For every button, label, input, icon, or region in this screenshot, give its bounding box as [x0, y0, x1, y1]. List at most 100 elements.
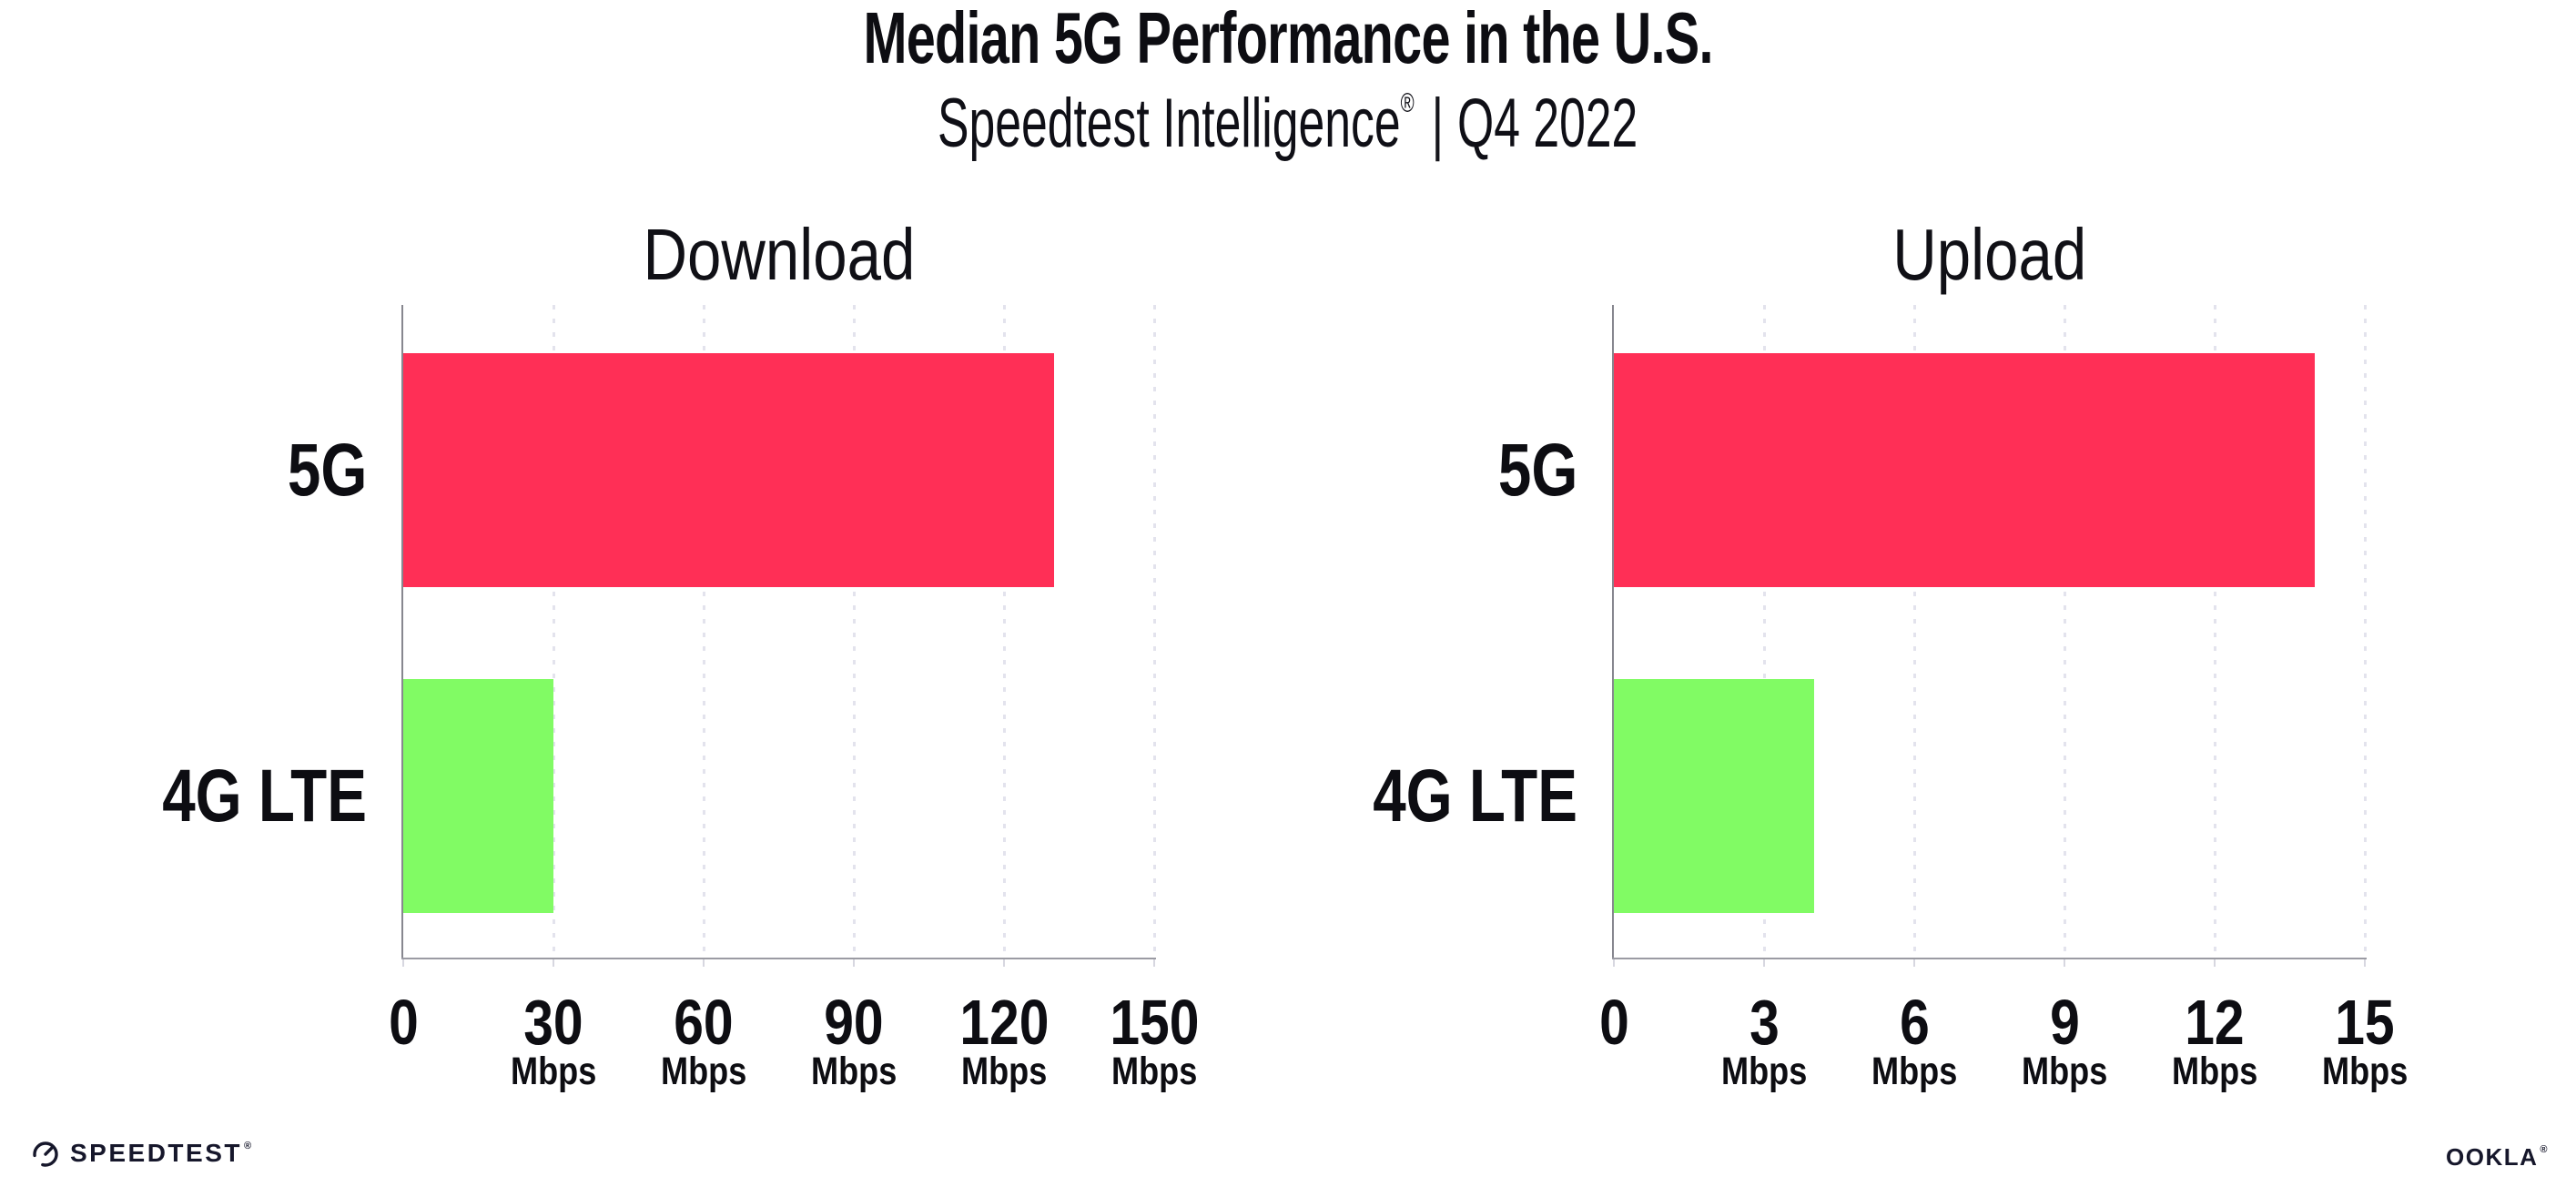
x-tick-value: 12 — [2185, 987, 2245, 1058]
x-tick-label: 150 — [1063, 990, 1245, 1054]
axis-tick — [553, 958, 554, 967]
ookla-logo: OOKLA ® — [2446, 1143, 2549, 1171]
gridline — [2214, 305, 2216, 959]
download-chart: Download 0 30 Mbps 60 Mbps 90 Mbps 120 Mbps 150 Mbp… — [162, 218, 1199, 1091]
category-label: 4G LTE — [3, 679, 367, 913]
gridline — [1763, 305, 1766, 959]
y-axis-spine — [1612, 305, 1614, 959]
category-label-text: 4G LTE — [162, 754, 367, 837]
subtitle-brand: Speedtest Intelligence — [938, 85, 1401, 162]
x-tick-unit-text: Mbps — [960, 1050, 1048, 1093]
gridline — [1003, 305, 1006, 959]
x-tick-unit-text: Mbps — [810, 1050, 898, 1093]
x-axis-line — [401, 958, 1156, 959]
x-tick-unit: Mbps — [613, 1052, 795, 1091]
bar-5g — [1614, 353, 2315, 587]
category-label-text: 5G — [1497, 428, 1577, 512]
x-tick-value: 3 — [1749, 987, 1780, 1058]
gridline — [2064, 305, 2066, 959]
x-tick-unit: Mbps — [1973, 1052, 2155, 1091]
x-tick-value: 6 — [1899, 987, 1930, 1058]
x-tick-label: 60 — [613, 990, 795, 1054]
x-tick-value: 15 — [2335, 987, 2395, 1058]
x-tick-unit-text: Mbps — [1111, 1050, 1198, 1093]
page-title: Median 5G Performance in the U.S. — [0, 0, 2576, 77]
x-tick-unit-text: Mbps — [660, 1050, 747, 1093]
x-tick-label: 12 — [2124, 990, 2306, 1054]
category-label: 4G LTE — [1213, 679, 1577, 913]
x-tick-value: 90 — [824, 987, 884, 1058]
x-tick-unit: Mbps — [1673, 1052, 1855, 1091]
x-tick-unit-text: Mbps — [2321, 1050, 2409, 1093]
chart-title: Upload — [1559, 218, 2419, 291]
x-tick-unit: Mbps — [1823, 1052, 2005, 1091]
axis-tick — [1613, 958, 1615, 967]
x-tick-unit: Mbps — [913, 1052, 1095, 1091]
x-tick-value: 150 — [1109, 987, 1200, 1058]
y-axis-spine — [401, 305, 403, 959]
x-tick-unit-text: Mbps — [1720, 1050, 1808, 1093]
axis-tick — [2214, 958, 2216, 967]
page-title-text: Median 5G Performance in the U.S. — [863, 0, 1713, 78]
bar-4g-lte — [403, 679, 553, 913]
gridline — [553, 305, 555, 959]
x-tick-label: 120 — [913, 990, 1095, 1054]
x-axis-line — [1612, 958, 2367, 959]
axis-tick — [703, 958, 705, 967]
axis-tick — [2364, 958, 2366, 967]
speedtest-logo: SPEEDTEST ® — [31, 1136, 254, 1171]
axis-tick — [853, 958, 855, 967]
subtitle-separator: | — [1431, 85, 1445, 162]
gridline — [853, 305, 856, 959]
x-tick-label: 3 — [1673, 990, 1855, 1054]
chart-title: Download — [349, 218, 1209, 291]
x-tick-value: 30 — [523, 987, 583, 1058]
axis-tick — [1153, 958, 1155, 967]
x-tick-unit: Mbps — [763, 1052, 945, 1091]
axis-tick — [1763, 958, 1765, 967]
x-tick-label: 0 — [1523, 990, 1705, 1054]
x-tick-unit: Mbps — [1063, 1052, 1245, 1091]
x-tick-unit-text: Mbps — [2021, 1050, 2108, 1093]
speedtest-wordmark: SPEEDTEST ® — [70, 1139, 254, 1167]
x-tick-label: 0 — [312, 990, 494, 1054]
chart-title-text: Upload — [1892, 214, 2086, 295]
gridline — [1153, 305, 1156, 959]
x-tick-value: 60 — [674, 987, 734, 1058]
x-tick-label: 15 — [2274, 990, 2456, 1054]
ookla-wordmark: OOKLA ® — [2446, 1143, 2549, 1171]
chart-title-text: Download — [643, 214, 915, 295]
x-tick-unit-text: Mbps — [1871, 1050, 1958, 1093]
category-label: 5G — [1213, 353, 1577, 587]
x-tick-unit-text: Mbps — [510, 1050, 597, 1093]
gridline — [1913, 305, 1916, 959]
category-label-text: 5G — [287, 428, 367, 512]
x-tick-value: 120 — [958, 987, 1050, 1058]
x-tick-label: 6 — [1823, 990, 2005, 1054]
x-tick-label: 90 — [763, 990, 945, 1054]
speedtest-registered-mark: ® — [243, 1141, 254, 1151]
x-tick-unit: Mbps — [2124, 1052, 2306, 1091]
x-tick-value: 0 — [1598, 987, 1629, 1058]
x-tick-unit: Mbps — [462, 1052, 644, 1091]
page-subtitle: Speedtest Intelligence® | Q4 2022 — [0, 87, 2576, 160]
upload-chart: Upload 0 3 Mbps 6 Mbps 9 Mbps 12 Mbps 15 Mbps 5G 4G L… — [1373, 218, 2408, 1091]
gridline — [703, 305, 705, 959]
x-tick-unit: Mbps — [2274, 1052, 2456, 1091]
bar-5g — [403, 353, 1054, 587]
axis-tick — [1913, 958, 1915, 967]
x-tick-value: 9 — [2049, 987, 2080, 1058]
axis-tick — [1003, 958, 1005, 967]
bar-4g-lte — [1614, 679, 1814, 913]
axis-tick — [402, 958, 404, 967]
speedtest-gauge-icon — [31, 1139, 60, 1168]
subtitle-period: Q4 2022 — [1457, 85, 1638, 162]
registered-mark: ® — [1400, 88, 1415, 118]
gridline — [2364, 305, 2367, 959]
x-tick-unit-text: Mbps — [2171, 1050, 2258, 1093]
category-label-text: 4G LTE — [1373, 754, 1577, 837]
x-tick-label: 30 — [462, 990, 644, 1054]
ookla-registered-mark: ® — [2540, 1144, 2549, 1155]
x-tick-value: 0 — [388, 987, 419, 1058]
